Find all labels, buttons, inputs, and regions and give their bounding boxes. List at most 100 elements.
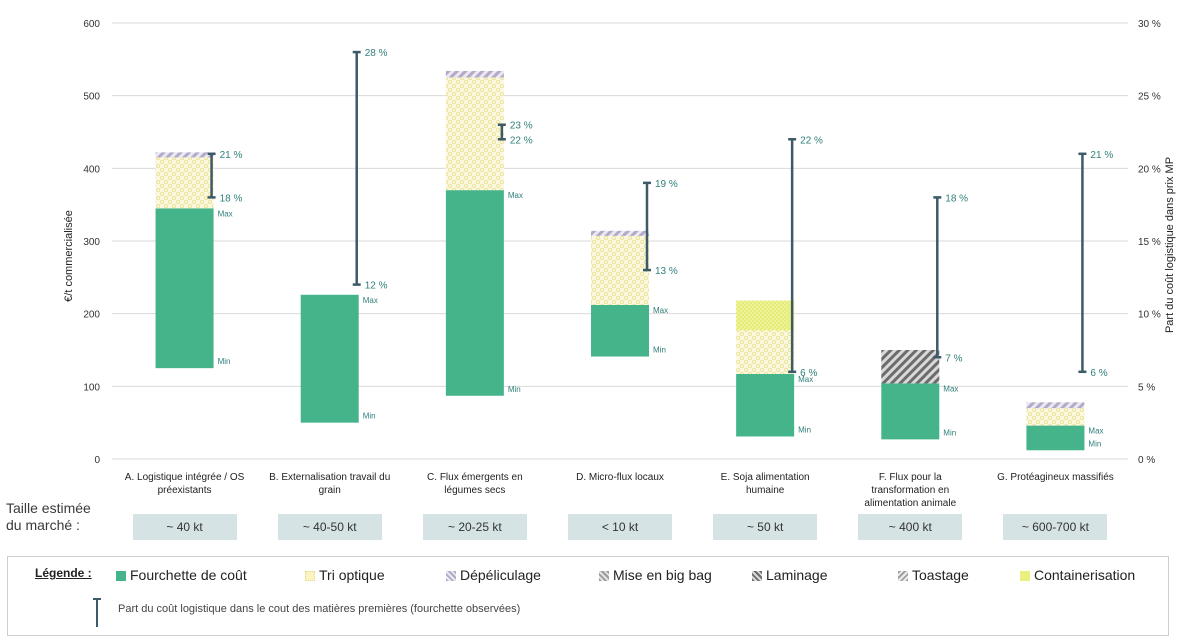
component-segment [736,330,795,374]
y2-tick-label: 10 % [1138,310,1161,321]
legend-item-big-bag: Mise en big bag [599,567,712,583]
component-segment [445,70,504,78]
component-segment [881,350,940,384]
component-segment [445,77,504,191]
y2-tick-label: 15 % [1138,237,1161,248]
share-high-label: 28 % [365,48,388,59]
category-label: G. Protéagineux massifiés [997,472,1114,483]
category-label: D. Micro-flux locaux [576,472,664,483]
component-segment [1026,402,1085,409]
y2-tick-label: 25 % [1138,92,1161,103]
y2-tick-label: 20 % [1138,164,1161,175]
cost-range-bar [736,373,795,437]
share-low-label: 6 % [800,368,817,379]
legend: Légende : Fourchette de coût Tri optique… [7,556,1169,636]
market-size-label-line2: du marché : [6,517,80,533]
market-size-box: < 10 kt [568,514,672,540]
legend-item-label: Dépéliculage [460,567,541,583]
legend-item-label: Fourchette de coût [130,567,247,583]
share-low-label: 6 % [1090,368,1107,379]
component-segment [736,300,795,331]
cost-range-bar [445,190,504,396]
category-label: F. Flux pour la [879,472,942,483]
market-size-label-line1: Taille estimée [6,500,91,516]
y2-tick-label: 5 % [1138,382,1155,393]
legend-item-tri-optique: Tri optique [305,567,385,583]
legend-item-label: Containerisation [1034,567,1136,583]
min-label: Min [943,428,956,437]
legend-share-range: Part du coût logistique dans le cout des… [93,598,521,627]
max-label: Max [508,191,523,200]
share-low-label: 12 % [365,281,388,292]
range-bar-icon [93,598,101,627]
market-size-box: ~ 600-700 kt [1003,514,1108,540]
cost-range-bar [155,208,214,369]
share-low-label: 22 % [510,135,533,146]
min-label: Min [218,357,231,366]
min-label: Min [1088,439,1101,448]
y2-axis-title: Part du coût logistique dans prix MP [1164,157,1176,333]
category-label: C. Flux émergents en [427,472,523,483]
category-label: transformation en [871,485,949,496]
component-segment [591,230,649,236]
market-size-box: ~ 50 kt [713,514,818,540]
share-high-label: 23 % [510,121,533,132]
max-label: Max [363,296,378,305]
min-label: Min [798,425,811,434]
y-tick-label: 500 [83,92,100,103]
market-size-box: ~ 40 kt [132,514,237,540]
market-size-label: Taille estimée du marché : [6,500,91,534]
axes: 0 100 200 300 400 500 600 0 % 5 % 10 % 15 % 20 % 25 … [63,19,1176,509]
y-tick-label: 300 [83,237,100,248]
market-size-box: ~ 40-50 kt [277,514,382,540]
component-segment [591,235,649,305]
legend-item-laminage: Laminage [752,567,828,583]
component-segment [1026,408,1085,426]
legend-item-label: Tri optique [319,567,385,583]
legend-item-depeliculage: Dépéliculage [446,567,541,583]
y-axis-title: €/t commercialisée [63,210,75,302]
share-high-label: 18 % [945,193,968,204]
category-label: A. Logistique intégrée / OS [125,472,245,483]
legend-item-label: Laminage [766,567,828,583]
cost-range-bar [881,383,940,440]
min-label: Min [508,385,521,394]
category-label: E. Soja alimentation [721,472,810,483]
category-label: légumes secs [444,485,505,496]
y-tick-label: 400 [83,164,100,175]
legend-item-label: Toastage [912,567,969,583]
share-high-label: 22 % [800,135,823,146]
share-low-label: 7 % [945,353,962,364]
y-tick-label: 200 [83,310,100,321]
y2-tick-label: 30 % [1138,19,1161,30]
labels: Max Min 21 % 18 % Max Min 28 % 12 % Max Min 23 % 22… [218,48,1114,448]
y2-tick-label: 0 % [1138,455,1155,466]
legend-item-containerisation: Containerisation [1020,567,1135,583]
legend-item-label: Mise en big bag [613,567,712,583]
max-label: Max [943,384,958,393]
share-high-label: 21 % [220,150,243,161]
cost-range-bar [1026,425,1085,451]
legend-item-toastage: Toastage [898,567,969,583]
legend-share-range-text: Part du coût logistique dans le cout des… [118,603,521,615]
legend-item-cost: Fourchette de coût [116,567,247,583]
bars [155,70,1085,451]
category-label: B. Externalisation travail du [269,472,390,483]
category-label: alimentation animale [864,498,956,509]
category-label: préexistants [158,485,212,496]
share-low-label: 13 % [655,266,678,277]
category-label: grain [319,485,341,496]
share-high-label: 21 % [1090,150,1113,161]
component-segment [155,152,214,158]
cost-range-bar [591,304,649,357]
y-tick-label: 600 [83,19,100,30]
max-label: Max [1088,427,1103,436]
share-high-label: 19 % [655,179,678,190]
min-label: Min [653,346,666,355]
max-label: Max [798,375,813,384]
y-tick-label: 0 [94,455,100,466]
chart: 0 100 200 300 400 500 600 0 % 5 % 10 % 15 % 20 % 25 … [63,19,1176,509]
cost-range-bar [300,294,359,423]
market-size-box: ~ 20-25 kt [422,514,527,540]
legend-title: Légende : [35,566,92,580]
